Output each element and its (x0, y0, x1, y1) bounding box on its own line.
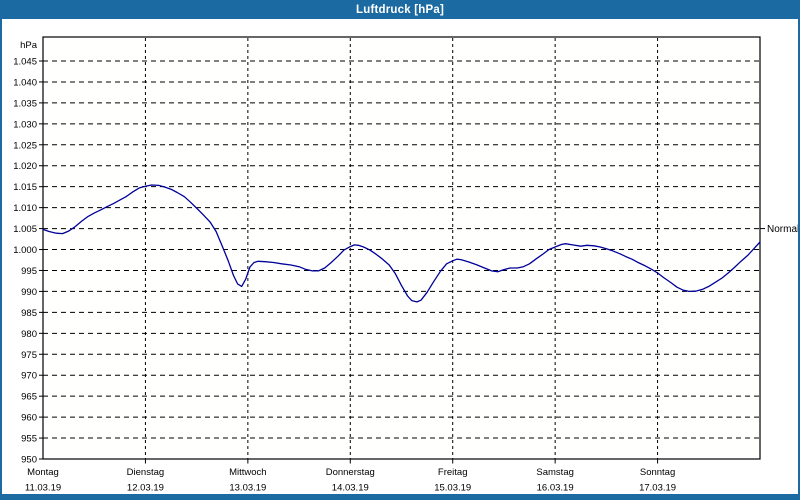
y-tick-label: 1.010 (13, 203, 37, 214)
y-tick-label: 990 (21, 287, 37, 298)
window-title: Luftdruck [hPa] (356, 3, 444, 16)
y-tick-label: 1.025 (13, 140, 37, 151)
x-date-label: 16.03.19 (537, 483, 574, 494)
x-day-label: Mittwoch (229, 467, 266, 478)
x-date-label: 14.03.19 (332, 483, 369, 494)
y-tick-label: 955 (21, 434, 37, 445)
plot-frame (42, 36, 761, 460)
x-day-label: Donnerstag (326, 467, 375, 478)
x-day-label: Dienstag (127, 467, 165, 478)
normal-label: Normal (767, 224, 798, 235)
x-day-label: Sonntag (640, 467, 675, 478)
x-day-label: Freitag (438, 467, 468, 478)
y-tick-label: 985 (21, 308, 37, 319)
y-tick-label: 1.020 (13, 161, 37, 172)
y-tick-label: 970 (21, 371, 37, 382)
y-tick-label: 1.005 (13, 224, 37, 235)
x-date-label: 11.03.19 (25, 483, 61, 494)
y-tick-label: 950 (21, 455, 37, 466)
plot-background (43, 37, 760, 459)
y-tick-label: 1.030 (13, 119, 37, 130)
pressure-chart: 1.045 1.040 1.035 1.030 1.025 1.020 1.015 1.010… (13, 36, 799, 494)
window-titlebar: Luftdruck [hPa] (2, 0, 798, 19)
x-date-label: 13.03.19 (229, 483, 266, 494)
pressure-line (42, 184, 761, 303)
y-tick-label: 1.045 (13, 57, 37, 68)
x-day-label: Montag (27, 467, 59, 478)
y-tick-label: 1.040 (13, 77, 37, 88)
y-tick-label: 965 (21, 392, 37, 403)
y-tick-label: 975 (21, 350, 37, 361)
x-day-label: Samstag (536, 467, 574, 478)
x-date-label: 15.03.19 (434, 483, 471, 494)
y-tick-label: 995 (21, 266, 37, 277)
y-tick-label: 1.000 (13, 245, 37, 256)
x-date-label: 12.03.19 (127, 483, 164, 494)
x-date-label: 17.03.19 (639, 483, 676, 494)
y-axis-unit-label: hPa (20, 40, 38, 51)
y-tick-label: 1.015 (13, 182, 37, 193)
chart-area: 1.045 1.040 1.035 1.030 1.025 1.020 1.015 1.010… (2, 19, 799, 494)
y-tick-label: 960 (21, 413, 37, 424)
y-tick-label: 1.035 (13, 98, 37, 109)
y-tick-label: 980 (21, 329, 37, 340)
